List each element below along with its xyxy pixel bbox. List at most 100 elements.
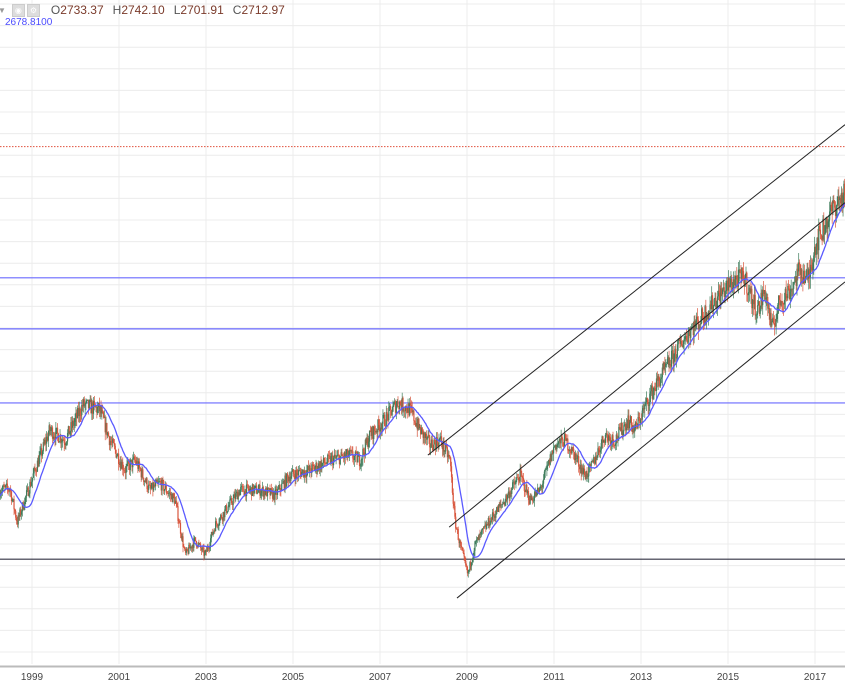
candle-body [406, 410, 408, 413]
candle-body [593, 456, 595, 463]
candle-body [586, 471, 588, 477]
candle-body [528, 500, 530, 504]
candle-body [561, 435, 563, 440]
candle-body [496, 507, 499, 512]
candle-body [752, 299, 754, 309]
candle-body [0, 491, 3, 494]
candle-body [35, 469, 37, 472]
candle-body [153, 484, 156, 487]
candle-body [737, 279, 739, 287]
candle-body [790, 288, 792, 292]
candle-body [581, 467, 583, 474]
candle-body [706, 315, 708, 321]
candle-body [470, 562, 472, 567]
time-axis[interactable] [0, 664, 845, 684]
candle-body [556, 444, 558, 450]
candle-body [741, 268, 743, 279]
candle-body [619, 427, 622, 431]
candle-body [9, 489, 11, 491]
candle-body [669, 364, 671, 366]
candle-body [350, 450, 352, 452]
candle-body [754, 294, 756, 316]
candle-body [158, 481, 160, 483]
candle-body [318, 463, 320, 471]
candle-body [322, 457, 325, 463]
candle-body [725, 282, 727, 292]
candle-body [491, 512, 494, 520]
candle-body [793, 282, 795, 289]
candle-body [164, 485, 167, 490]
candle-body [816, 237, 818, 247]
candle-body [381, 423, 383, 430]
candle-body [696, 316, 699, 320]
candle-body [365, 439, 367, 444]
candle-body [803, 270, 806, 284]
candle-body [620, 422, 622, 431]
candle-body [435, 442, 437, 449]
candle-body [391, 411, 393, 416]
candle-body [83, 399, 85, 407]
candle-body [409, 403, 411, 416]
candle-body [477, 537, 479, 541]
candle-body [522, 477, 524, 479]
candle-body [400, 404, 402, 410]
candle-body [302, 469, 305, 477]
candle-body [568, 449, 571, 452]
candle-body [757, 305, 759, 313]
candle-body [232, 497, 234, 505]
candle-body [158, 481, 161, 482]
candle-body [827, 221, 829, 229]
candle-body [419, 427, 421, 429]
candle-body [300, 471, 302, 477]
candle-body [12, 498, 14, 500]
candle-body [241, 485, 244, 487]
candle-body [373, 426, 376, 431]
candle-body [739, 269, 741, 273]
candle-body [784, 288, 786, 300]
candle-body [387, 414, 389, 421]
candle-body [278, 484, 280, 489]
eye-icon[interactable]: ◉ [11, 3, 25, 17]
candle-body [243, 491, 245, 496]
candle-body [488, 517, 490, 526]
candle-body [31, 477, 34, 482]
candle-body [233, 494, 235, 498]
candle-body [613, 440, 615, 446]
candle-body [281, 483, 283, 491]
candle-body [389, 405, 392, 410]
candle-body [565, 434, 567, 441]
candle-body [658, 376, 660, 381]
candle-body [648, 405, 650, 406]
candle-body [65, 443, 67, 445]
candle-body [638, 417, 640, 419]
candle-body [195, 541, 197, 546]
candle-body [236, 491, 238, 500]
candle-body [443, 440, 445, 452]
candle-body [696, 316, 698, 323]
gear-icon[interactable]: ⚙ [26, 3, 40, 17]
candle-body [441, 444, 443, 450]
candle-body [361, 458, 363, 460]
candle-body [137, 461, 139, 469]
candle-body [395, 405, 397, 413]
candle-body [92, 402, 94, 414]
candle-body [588, 464, 591, 466]
candle-body [183, 546, 185, 548]
candle-body [144, 480, 146, 483]
candle-body [184, 549, 187, 553]
candle-body [526, 484, 528, 494]
candle-body [66, 441, 68, 444]
collapse-triangle-icon[interactable]: ▼ [0, 5, 6, 15]
candle-body [338, 455, 341, 465]
candle-body [652, 390, 654, 399]
candle-body [345, 454, 347, 457]
candle-body [323, 457, 325, 463]
candle-body [469, 562, 471, 570]
candle-body [742, 268, 744, 272]
candle-body [112, 439, 114, 443]
candle-body [834, 201, 836, 208]
candle-body [248, 488, 250, 491]
candle-body [103, 416, 105, 418]
candle-body [573, 448, 575, 453]
